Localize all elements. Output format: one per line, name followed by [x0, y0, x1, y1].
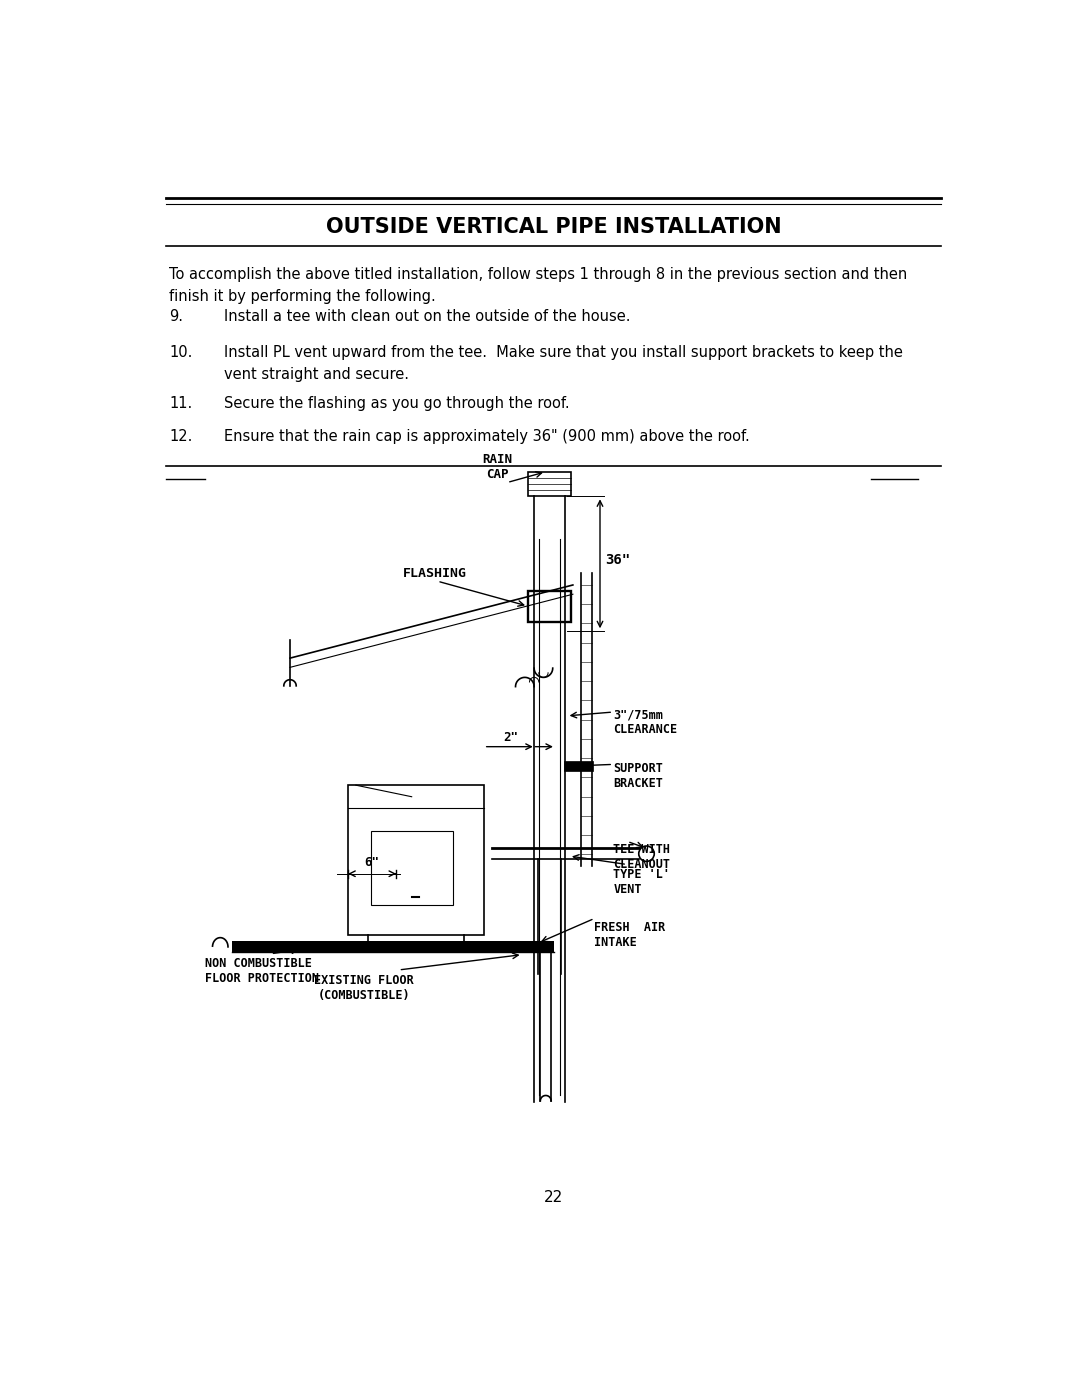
- Bar: [372, 831, 453, 904]
- Text: 3"/75mm
CLEARANCE: 3"/75mm CLEARANCE: [613, 708, 677, 736]
- Bar: [528, 472, 571, 496]
- Text: Install PL vent upward from the tee.  Make sure that you install support bracket: Install PL vent upward from the tee. Mak…: [225, 345, 903, 381]
- Bar: [348, 785, 484, 936]
- Text: FRESH  AIR
INTAKE: FRESH AIR INTAKE: [594, 922, 665, 950]
- Text: 36": 36": [606, 553, 631, 567]
- Text: Ensure that the rain cap is approximately 36" (900 mm) above the roof.: Ensure that the rain cap is approximatel…: [225, 429, 750, 444]
- Bar: [564, 761, 593, 771]
- Text: 10.: 10.: [170, 345, 192, 360]
- Text: RAIN
CAP: RAIN CAP: [483, 453, 513, 481]
- Text: NON COMBUSTIBLE
FLOOR PROTECTION: NON COMBUSTIBLE FLOOR PROTECTION: [205, 957, 319, 985]
- Text: 22: 22: [544, 1190, 563, 1204]
- Text: EXISTING FLOOR
(COMBUSTIBLE): EXISTING FLOOR (COMBUSTIBLE): [314, 974, 414, 1002]
- Text: 6": 6": [365, 856, 380, 869]
- Bar: [528, 591, 571, 622]
- Bar: [232, 942, 554, 953]
- Text: 2": 2": [503, 732, 518, 745]
- Text: Secure the flashing as you go through the roof.: Secure the flashing as you go through th…: [225, 395, 570, 411]
- Text: Install a tee with clean out on the outside of the house.: Install a tee with clean out on the outs…: [225, 309, 631, 324]
- Text: 11.: 11.: [170, 395, 192, 411]
- Text: SUPPORT
BRACKET: SUPPORT BRACKET: [613, 763, 663, 791]
- Text: To accomplish the above titled installation, follow steps 1 through 8 in the pre: To accomplish the above titled installat…: [170, 267, 907, 305]
- Text: FLASHING: FLASHING: [403, 567, 467, 580]
- Text: TYPE 'L'
VENT: TYPE 'L' VENT: [613, 868, 671, 895]
- Text: 9.: 9.: [170, 309, 184, 324]
- Text: 12.: 12.: [170, 429, 192, 444]
- Text: OUTSIDE VERTICAL PIPE INSTALLATION: OUTSIDE VERTICAL PIPE INSTALLATION: [326, 217, 781, 237]
- Text: TEE WITH
CLEANOUT: TEE WITH CLEANOUT: [613, 842, 671, 870]
